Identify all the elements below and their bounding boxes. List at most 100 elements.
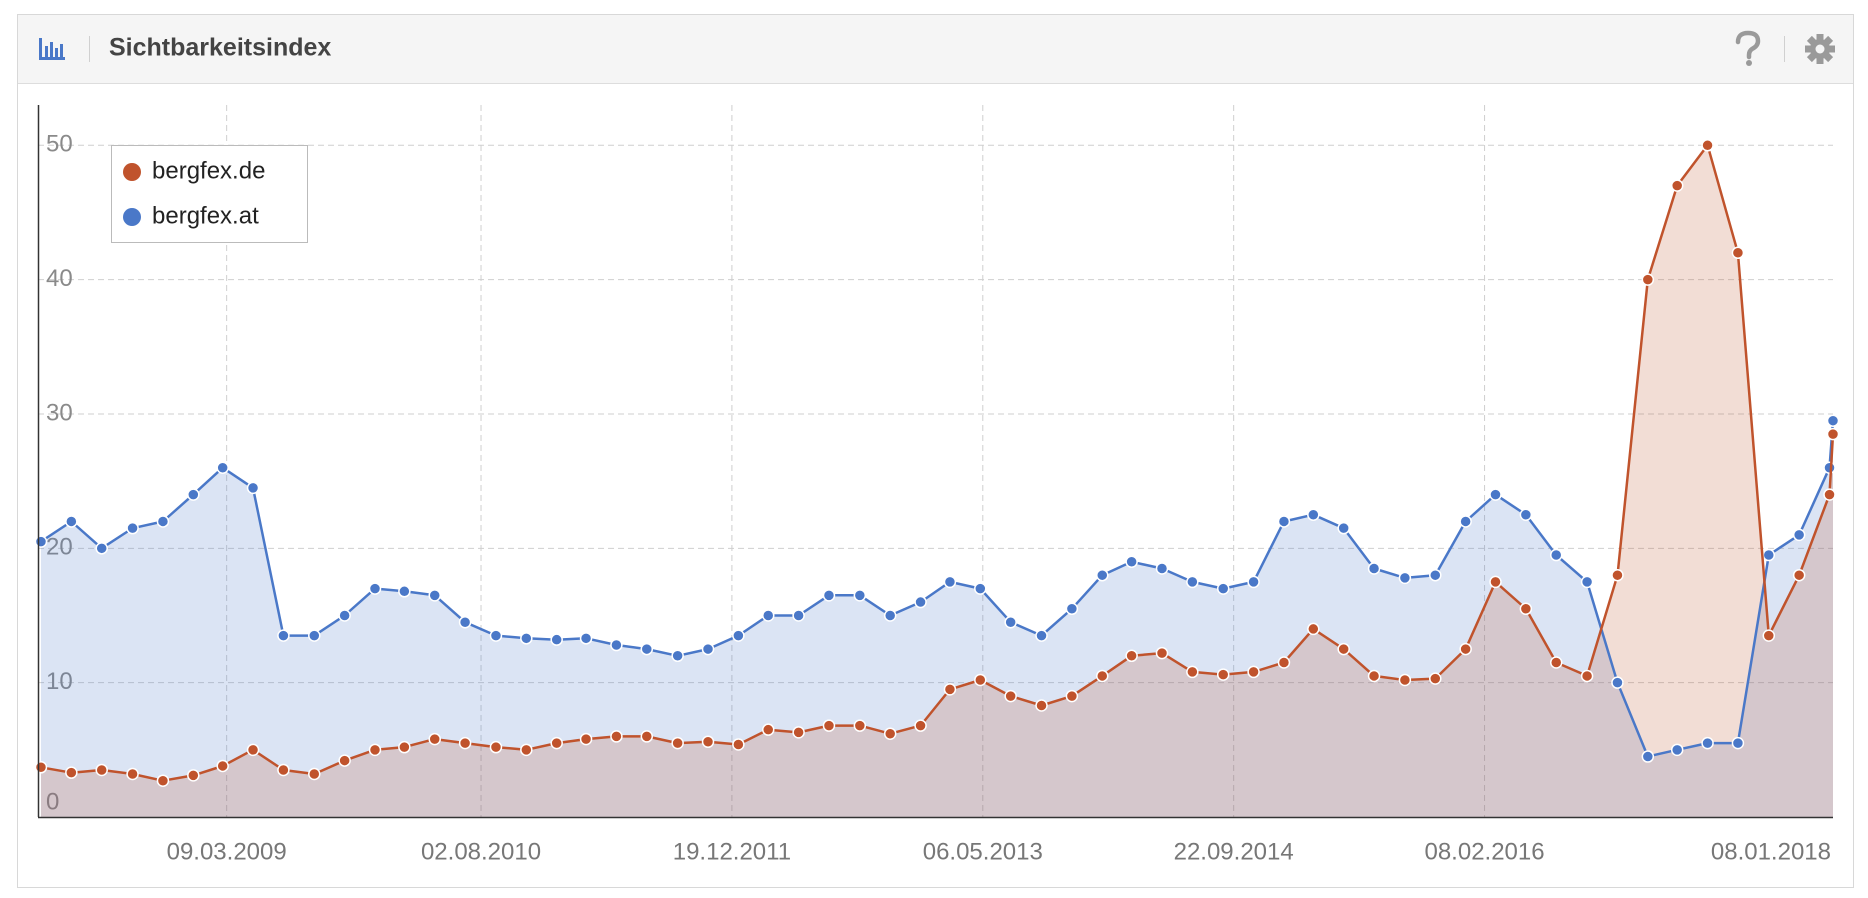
data-point	[1580, 669, 1594, 683]
data-point	[610, 730, 623, 743]
data-point	[156, 515, 170, 528]
data-point	[1155, 646, 1169, 660]
data-point	[489, 740, 503, 754]
series-area	[40, 145, 1833, 818]
data-point	[1155, 562, 1169, 575]
data-point	[1125, 555, 1138, 569]
data-point	[974, 673, 987, 687]
data-point	[1731, 246, 1745, 260]
data-point	[308, 767, 321, 781]
data-point	[1337, 521, 1350, 535]
data-point	[308, 629, 321, 642]
legend-label: bergfex.at	[152, 202, 259, 229]
x-tick-label: 19.12.2011	[673, 838, 791, 865]
data-point	[853, 719, 867, 732]
legend-box	[111, 145, 308, 243]
data-point	[398, 585, 411, 598]
y-tick-label: 50	[46, 131, 73, 158]
data-point	[65, 515, 78, 528]
x-tick-label: 02.08.2010	[421, 838, 541, 865]
data-point	[792, 726, 805, 739]
data-point	[1035, 699, 1048, 712]
data-point	[1701, 736, 1714, 750]
data-point	[458, 736, 472, 750]
data-point	[187, 769, 200, 782]
data-point	[428, 732, 441, 746]
chart-icon	[39, 38, 65, 60]
data-point	[1065, 602, 1079, 616]
data-point	[883, 609, 897, 622]
data-point	[398, 740, 411, 754]
data-point	[1519, 508, 1533, 521]
data-point	[1004, 689, 1017, 703]
data-point	[246, 481, 260, 495]
data-point	[34, 761, 48, 774]
data-point	[338, 609, 351, 622]
data-point	[428, 589, 441, 602]
legend: bergfex.de bergfex.at	[111, 145, 308, 243]
data-point	[368, 582, 382, 595]
data-point	[1367, 669, 1381, 683]
data-point	[1611, 676, 1624, 689]
data-point	[1216, 582, 1230, 595]
data-point	[338, 754, 351, 767]
x-tick-label: 08.02.2016	[1424, 838, 1544, 865]
data-point	[792, 609, 805, 622]
y-tick-label: 20	[46, 534, 73, 561]
data-point	[277, 763, 290, 777]
data-point	[914, 595, 927, 609]
panel	[17, 14, 1854, 888]
settings-icon[interactable]	[1805, 34, 1835, 64]
x-tick-label: 08.01.2018	[1711, 838, 1831, 865]
data-point	[701, 735, 715, 749]
y-tick-label: 30	[46, 399, 73, 426]
data-point	[277, 629, 290, 642]
data-point	[1125, 649, 1138, 663]
data-point	[520, 743, 533, 757]
data-point	[610, 638, 623, 652]
data-point	[943, 683, 957, 696]
data-point	[95, 763, 108, 777]
data-point	[671, 649, 684, 663]
y-tick-label: 40	[46, 265, 73, 292]
data-point	[732, 629, 745, 642]
data-point	[216, 759, 229, 773]
data-point	[853, 589, 867, 602]
data-point	[520, 632, 533, 645]
data-point	[1004, 615, 1017, 629]
data-point	[1670, 179, 1684, 192]
data-point	[1762, 629, 1776, 642]
data-point	[126, 521, 139, 535]
x-tick-label: 22.09.2014	[1174, 838, 1294, 865]
data-point	[1367, 562, 1381, 575]
data-point	[1549, 656, 1563, 669]
data-point	[65, 766, 78, 779]
data-point	[1459, 515, 1472, 528]
data-point	[1670, 743, 1684, 757]
data-point	[883, 727, 897, 740]
data-point	[1580, 575, 1594, 589]
data-point	[1731, 736, 1745, 750]
help-icon[interactable]	[1735, 30, 1761, 66]
data-point	[368, 743, 382, 757]
data-point	[126, 767, 139, 781]
data-point	[1307, 622, 1320, 636]
y-tick-label: 10	[46, 668, 73, 695]
data-point	[1701, 139, 1714, 152]
data-point	[701, 642, 715, 656]
data-point	[1459, 642, 1472, 656]
data-point	[732, 738, 745, 751]
data-point	[156, 774, 170, 787]
data-point	[1216, 668, 1230, 681]
data-point	[1277, 656, 1291, 669]
data-point	[550, 736, 563, 750]
legend-label: bergfex.de	[152, 157, 265, 184]
data-point	[1247, 575, 1260, 589]
data-point	[1398, 571, 1412, 585]
data-point	[1762, 548, 1776, 562]
data-point	[1489, 575, 1502, 589]
data-point	[1096, 568, 1109, 582]
x-tick-label: 06.05.2013	[923, 838, 1043, 865]
